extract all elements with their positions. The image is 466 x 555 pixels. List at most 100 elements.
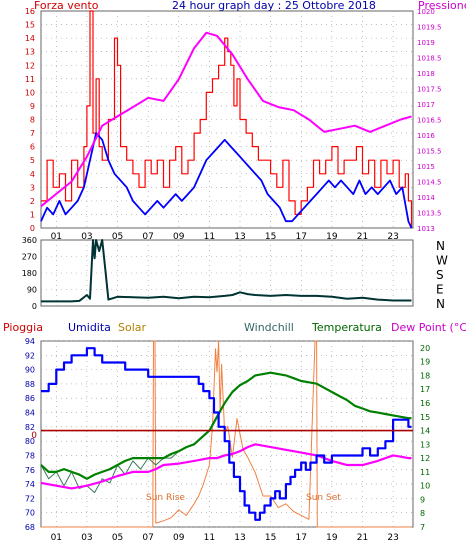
direction-tick-label: 90: [27, 286, 37, 295]
wind-tick-label: 5: [30, 156, 35, 165]
wind-tick-label: 0: [30, 224, 35, 233]
hour-tick-label: 03: [81, 232, 92, 242]
pressure-tick-label: 1015.5: [417, 148, 442, 156]
pressure-tick-label: 1013: [417, 225, 435, 233]
legend-umidita: Umidita: [68, 321, 111, 334]
temp-tick-label: 10: [420, 482, 430, 491]
humidity-tick-label: 68: [25, 523, 35, 532]
pressure-tick-label: 1017.5: [417, 86, 442, 94]
dew-point-line: [40, 443, 412, 490]
compass-label: S: [436, 268, 444, 282]
wind-tick-label: 9: [30, 102, 35, 111]
pressure-tick-label: 1013.5: [417, 210, 442, 218]
wind-direction-line: [41, 239, 412, 303]
pressure-tick-label: 1019.5: [417, 24, 442, 32]
wind-tick-label: 7: [30, 129, 35, 138]
pressure-line: [40, 31, 412, 208]
hour-tick-label: 23: [387, 232, 398, 242]
hour-tick-label: 15: [265, 533, 276, 543]
compass-label: W: [436, 254, 448, 268]
wind-tick-label: 16: [25, 7, 35, 16]
pressure-tick-label: 1014: [417, 194, 435, 202]
wind-tick-label: 2: [30, 197, 35, 206]
wind-tick-label: 14: [25, 34, 35, 43]
solar-line: [41, 340, 412, 528]
wind-tick-label: 1: [30, 210, 35, 219]
pressure-tick-label: 1014.5: [417, 179, 442, 187]
humidity-tick-label: 88: [25, 380, 35, 389]
humidity-tick-label: 78: [25, 451, 35, 460]
legend-windchill: Windchill: [244, 321, 294, 334]
temp-tick-label: 17: [420, 385, 430, 394]
wind-tick-label: 10: [25, 88, 35, 97]
hour-tick-label: 09: [173, 232, 185, 242]
pressure-tick-label: 1018: [417, 70, 435, 78]
windchill-line: [40, 384, 241, 494]
temp-tick-label: 12: [420, 454, 430, 463]
wind-tick-label: 12: [25, 61, 35, 70]
humidity-tick-label: 74: [25, 480, 35, 489]
hour-tick-label: 17: [296, 232, 307, 242]
wind-tick-label: 4: [30, 170, 35, 179]
hour-tick-label: 13: [234, 533, 245, 543]
compass-label: N: [436, 239, 445, 253]
hour-tick-label: 21: [357, 232, 368, 242]
rain-zero-label: 0: [31, 431, 37, 441]
hour-tick-label: 19: [326, 533, 338, 543]
hour-tick-label: 17: [296, 533, 307, 543]
sun-set-label: Sun Set: [306, 493, 341, 503]
sun-rise-label: Sun Rise: [146, 493, 185, 503]
humidity-tick-label: 90: [25, 366, 35, 375]
temp-tick-label: 11: [420, 468, 430, 477]
humidity-tick-label: 92: [25, 351, 35, 360]
wind-pressure-panel: 01234567891011121314151610131013.5101410…: [25, 0, 466, 242]
wind-tick-label: 15: [25, 21, 35, 30]
hour-tick-label: 23: [387, 533, 398, 543]
hour-tick-label: 07: [142, 232, 153, 242]
temperatura-line: [40, 371, 412, 480]
humidity-tick-label: 80: [25, 437, 35, 446]
hour-tick-label: 13: [234, 232, 245, 242]
wind-tick-label: 8: [30, 116, 35, 125]
temp-tick-label: 8: [420, 509, 425, 518]
humidity-tick-label: 84: [25, 409, 35, 418]
direction-tick-label: 360: [22, 236, 37, 245]
hour-tick-label: 05: [112, 533, 123, 543]
pressure-tick-label: 1020: [417, 8, 435, 16]
hour-tick-label: 21: [357, 533, 368, 543]
legend-temperatura: Temperatura: [311, 321, 382, 334]
humidity-tick-label: 82: [25, 423, 35, 432]
temp-tick-label: 14: [420, 427, 430, 436]
wind-speed-line: [40, 132, 413, 229]
pressure-tick-label: 1017: [417, 101, 435, 109]
temp-tick-label: 20: [420, 344, 430, 353]
humidity-tick-label: 76: [25, 466, 35, 475]
humidity-tick-label: 86: [25, 394, 35, 403]
hour-tick-label: 01: [51, 533, 62, 543]
temp-tick-label: 15: [420, 413, 430, 422]
humidity-tick-label: 94: [25, 337, 35, 346]
temp-tick-label: 18: [420, 371, 430, 380]
legend-solar: Solar: [118, 321, 147, 334]
humidity-tick-label: 72: [25, 494, 35, 503]
temp-tick-label: 13: [420, 440, 430, 449]
hour-tick-label: 15: [265, 232, 276, 242]
temp-humidity-panel: 6870727476788082848688909294789101112131…: [3, 321, 466, 543]
hour-tick-label: 11: [204, 232, 215, 242]
wind-tick-label: 13: [25, 48, 35, 57]
humidity-tick-label: 70: [25, 509, 35, 518]
temp-tick-label: 7: [420, 523, 425, 532]
pressure-tick-label: 1018.5: [417, 55, 442, 63]
pressure-axis-label: Pressione: [418, 0, 466, 12]
pressure-tick-label: 1016: [417, 132, 435, 140]
wind-gust-line: [41, 10, 413, 228]
hour-tick-label: 19: [326, 232, 338, 242]
umidita-line: [41, 347, 412, 521]
legend-dew-point: Dew Point (°C): [391, 321, 466, 334]
direction-tick-label: 270: [22, 253, 37, 262]
hour-tick-label: 11: [204, 533, 215, 543]
compass-label: E: [436, 283, 444, 297]
pressure-tick-label: 1015: [417, 163, 435, 171]
hour-tick-label: 07: [142, 533, 153, 543]
